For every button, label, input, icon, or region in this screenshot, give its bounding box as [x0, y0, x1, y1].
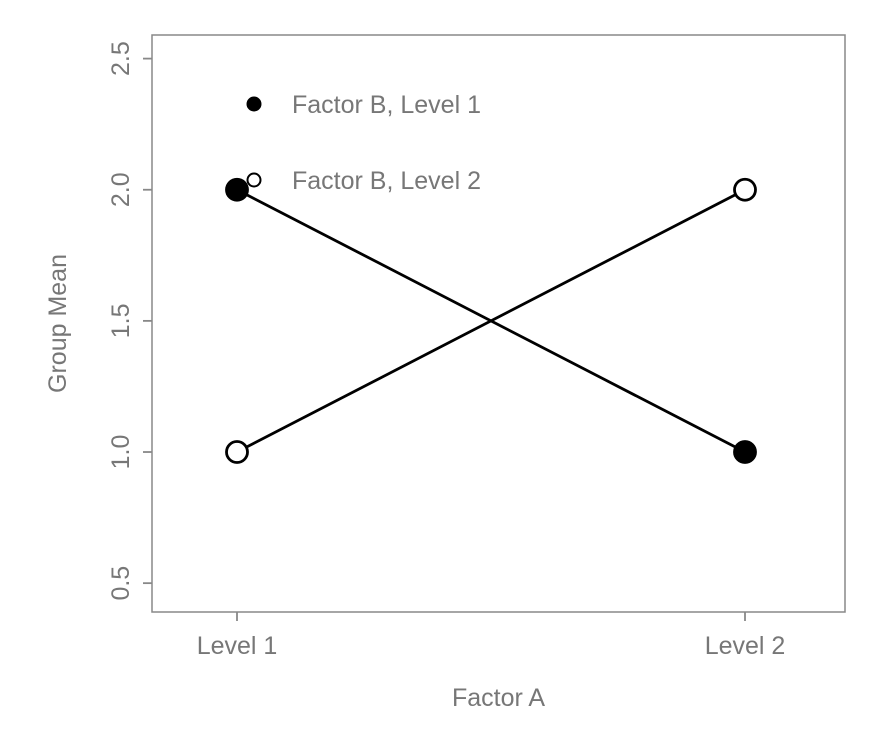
legend-marker-filled-circle-icon	[246, 96, 262, 112]
x-tick-label: Level 1	[197, 632, 278, 660]
legend-marker-open-circle-icon	[246, 172, 262, 188]
x-tick-label: Level 2	[705, 632, 786, 660]
y-tick-label: 1.0	[107, 435, 135, 470]
plot-frame	[151, 34, 846, 613]
y-tick-label: 2.0	[107, 172, 135, 207]
data-point-filled	[225, 177, 249, 202]
legend-label: Factor B, Level 1	[292, 91, 481, 119]
series-line-1	[236, 188, 746, 454]
data-point-open	[733, 177, 757, 202]
legend-label: Factor B, Level 2	[292, 167, 481, 195]
y-axis-title: Group Mean	[44, 254, 72, 393]
y-tick-label: 2.5	[107, 41, 135, 76]
data-point-open	[225, 440, 249, 464]
data-point-filled	[733, 440, 757, 464]
y-tick-label: 0.5	[107, 566, 135, 601]
x-axis-title: Factor A	[452, 684, 545, 712]
y-tick-label: 1.5	[107, 303, 135, 338]
